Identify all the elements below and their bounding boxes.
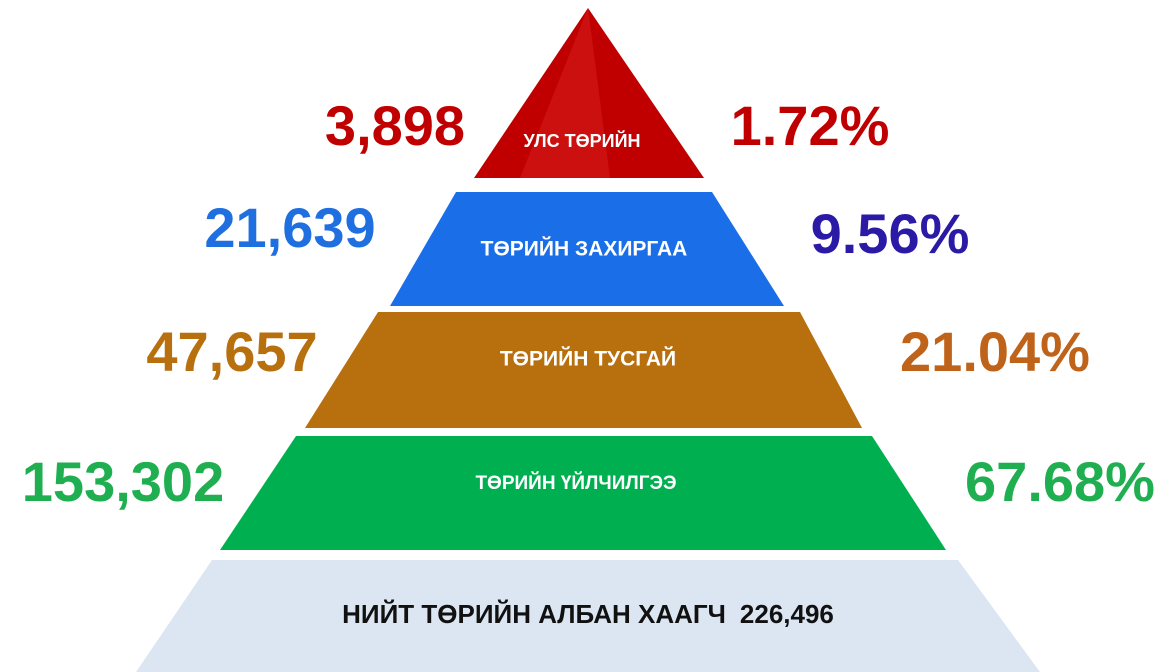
level-percent: 21.04% [900,320,1090,383]
level-label: ТӨРИЙН ҮЙЛЧИЛГЭЭ [475,472,676,494]
tier-2 [390,192,784,306]
level-percent: 1.72% [731,94,890,157]
tier-4 [220,436,946,550]
level-count: 47,657 [146,320,317,383]
level-count: 3,898 [325,94,465,157]
level-count: 21,639 [204,196,375,259]
total: НИЙТ ТӨРИЙН АЛБАН ХААГЧ 226,496 [342,599,834,629]
tier-1-shade [520,8,610,178]
level-count: 153,302 [22,450,224,513]
level-label: ТӨРИЙН ТУСГАЙ [500,347,676,371]
level-percent: 67.68% [965,450,1155,513]
level-label: ТӨРИЙН ЗАХИРГАА [481,237,688,261]
level-percent: 9.56% [811,202,970,265]
level-label: УЛС ТӨРИЙН [523,130,640,151]
total-value: 226,496 [740,599,834,629]
tier-3 [305,312,862,428]
tier-total [136,560,1040,672]
total-label: НИЙТ ТӨРИЙН АЛБАН ХААГЧ [342,599,726,629]
